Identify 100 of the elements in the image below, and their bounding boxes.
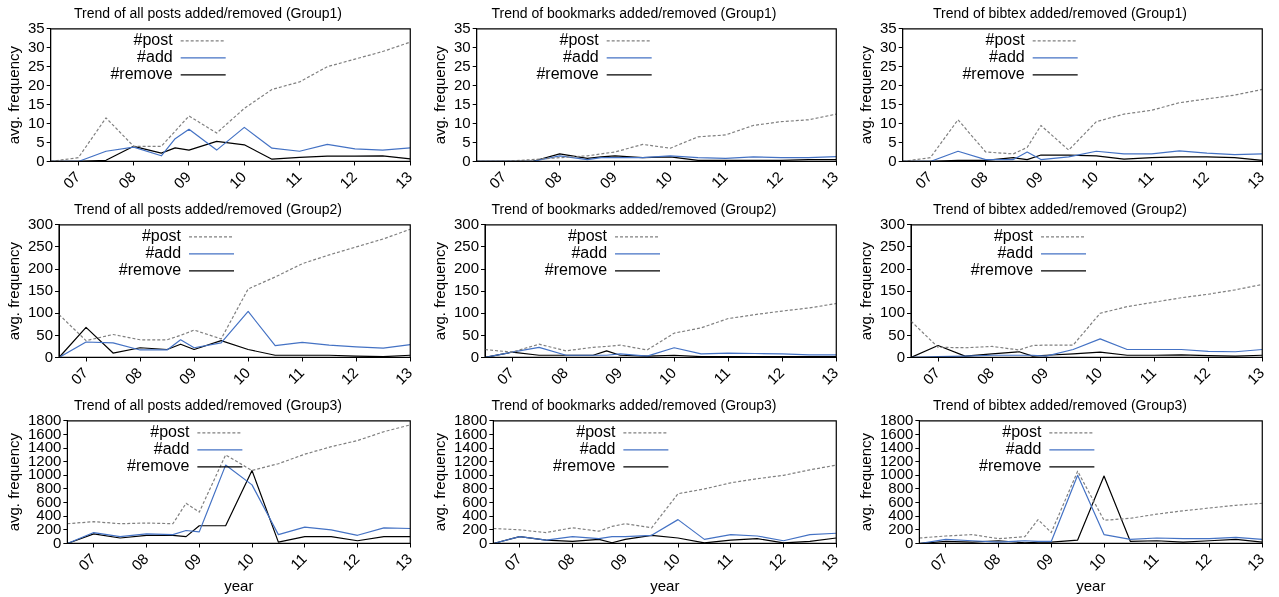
x-tick-label: 11 (281, 167, 305, 191)
y-tick-label: 50 (888, 325, 906, 343)
line-series (911, 283, 1263, 351)
legend-label: #remove (127, 457, 190, 475)
x-axis-title: year (650, 577, 680, 595)
y-axis-title: avg. frequency (431, 432, 449, 532)
chart-title: Trend of bibtex added/removed (Group3) (933, 397, 1187, 414)
x-tick-label: 11 (284, 363, 308, 387)
legend-label: #remove (118, 261, 182, 279)
legend-label: #post (567, 227, 608, 245)
y-tick-label: 10 (28, 113, 45, 131)
y-tick-label: 300 (28, 214, 54, 232)
legend-label: #remove (970, 261, 1034, 279)
y-tick-label: 150 (454, 281, 480, 299)
legend-label: #post (559, 31, 600, 49)
x-tick-label: 11 (710, 363, 734, 387)
y-tick-label: 5 (462, 132, 471, 150)
y-tick-label: 100 (28, 303, 54, 321)
x-tick-label: 09 (170, 167, 195, 192)
x-tick-label: 10 (233, 549, 258, 574)
x-tick-label: 13 (1243, 549, 1268, 574)
legend-label: #add (145, 244, 182, 262)
y-tick-label: 15 (454, 94, 471, 112)
chart-title: Trend of all posts added/removed (Group2) (74, 201, 342, 218)
x-tick-label: 07 (67, 363, 92, 388)
x-tick-label: 08 (127, 549, 152, 574)
legend-label: #post (133, 31, 174, 49)
legend-label: #remove (536, 65, 599, 83)
x-tick-label: 11 (1138, 549, 1162, 573)
legend-label: #post (993, 227, 1034, 245)
legend-label: #post (1002, 423, 1042, 441)
x-tick-label: 13 (817, 167, 842, 192)
legend-label: #add (579, 440, 616, 458)
x-tick-label: 09 (180, 549, 205, 574)
x-tick-label: 10 (1085, 549, 1110, 574)
y-tick-label: 30 (28, 37, 45, 55)
x-tick-label: 08 (553, 549, 578, 574)
x-tick-label: 10 (229, 363, 254, 388)
chart-title: Trend of all posts added/removed (Group1) (74, 5, 342, 22)
y-tick-label: 25 (28, 56, 45, 74)
y-tick-label: 50 (462, 325, 480, 343)
x-tick-label: 12 (762, 167, 786, 192)
legend-label: #post (576, 423, 616, 441)
y-axis-title: avg. frequency (857, 241, 875, 341)
y-tick-label: 30 (454, 37, 471, 55)
y-tick-label: 250 (28, 237, 54, 255)
x-tick-label: 13 (391, 549, 416, 574)
chart-title: Trend of bookmarks added/removed (Group1) (491, 5, 777, 22)
line-series (485, 302, 837, 353)
y-tick-label: 10 (454, 113, 471, 131)
legend-label: #remove (979, 457, 1042, 475)
y-tick-label: 300 (880, 214, 906, 232)
x-tick-label: 09 (1027, 363, 1052, 388)
y-tick-label: 30 (880, 37, 897, 55)
chart-title: Trend of bookmarks added/removed (Group3) (491, 397, 777, 414)
x-tick-label: 08 (966, 167, 991, 192)
x-tick-label: 10 (655, 363, 680, 388)
x-tick-label: 07 (493, 363, 518, 388)
y-tick-label: 0 (470, 347, 480, 365)
x-tick-label: 12 (337, 363, 362, 388)
x-tick-label: 11 (1136, 363, 1160, 387)
legend-label: #remove (110, 65, 173, 83)
legend-label: #add (153, 440, 190, 458)
x-tick-label: 12 (336, 167, 360, 192)
x-tick-label: 07 (919, 363, 944, 388)
x-tick-label: 08 (547, 363, 572, 388)
legend-label: #remove (553, 457, 616, 475)
y-tick-label: 300 (454, 214, 480, 232)
y-tick-label: 0 (36, 151, 45, 169)
legend-label: #remove (544, 261, 608, 279)
y-tick-label: 0 (44, 347, 54, 365)
legend-label: #post (150, 423, 190, 441)
y-axis-title: avg. frequency (431, 241, 449, 341)
y-tick-label: 100 (454, 303, 480, 321)
y-axis-title: avg. frequency (5, 432, 23, 532)
y-tick-label: 250 (880, 237, 906, 255)
x-tick-label: 13 (1243, 167, 1268, 192)
y-tick-label: 20 (880, 75, 897, 93)
x-axis-title: year (224, 577, 254, 595)
x-tick-label: 08 (973, 363, 998, 388)
x-tick-label: 10 (1081, 363, 1106, 388)
x-tick-label: 09 (601, 363, 626, 388)
legend-label: #add (989, 48, 1025, 66)
x-tick-label: 09 (175, 363, 200, 388)
y-tick-label: 0 (888, 151, 897, 169)
x-tick-label: 09 (1022, 167, 1047, 192)
chart-title: Trend of all posts added/removed (Group3) (74, 397, 342, 414)
y-tick-label: 25 (880, 56, 897, 74)
chart-title: Trend of bibtex added/removed (Group2) (933, 201, 1187, 218)
x-tick-label: 11 (286, 549, 310, 573)
x-tick-label: 09 (606, 549, 631, 574)
x-tick-label: 08 (114, 167, 139, 192)
x-tick-label: 11 (712, 549, 736, 573)
x-tick-label: 11 (1133, 167, 1157, 191)
y-tick-label: 50 (36, 325, 54, 343)
y-tick-label: 5 (36, 132, 45, 150)
x-tick-label: 09 (596, 167, 621, 192)
x-tick-label: 09 (1032, 549, 1057, 574)
x-tick-label: 12 (1189, 363, 1214, 388)
chart-title: Trend of bibtex added/removed (Group1) (933, 5, 1187, 22)
